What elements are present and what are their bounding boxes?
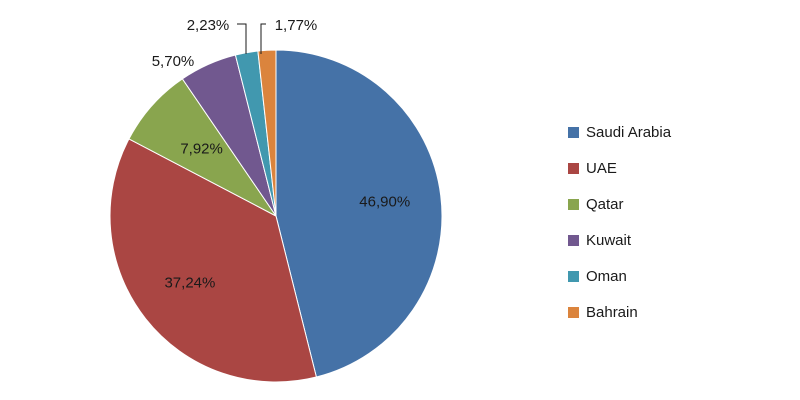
legend-swatch — [568, 234, 579, 246]
data-label-qatar: 7,92% — [180, 141, 223, 158]
leader-line-oman — [237, 23, 247, 54]
pie-slice-bahrain — [257, 49, 277, 217]
legend-label: Kuwait — [586, 231, 632, 249]
legend-item-bahrain: Bahrain — [568, 294, 671, 330]
pie-slice-uae — [109, 138, 317, 383]
legend-swatch — [568, 306, 579, 318]
pie-slice-saudi-arabia — [275, 49, 443, 378]
legend-item-uae: UAE — [568, 150, 671, 186]
leader-lines — [237, 23, 266, 54]
legend-swatch — [568, 198, 579, 210]
pie-slices — [109, 49, 443, 383]
legend-label: Saudi Arabia — [586, 123, 672, 141]
legend-label: Qatar — [586, 195, 624, 213]
legend-item-saudi-arabia: Saudi Arabia — [568, 114, 671, 150]
data-labels: 46,90% 37,24% 7,92% 5,70% 2,23% 1,77% — [152, 17, 410, 292]
legend-swatch — [568, 270, 579, 282]
data-label-saudi-arabia: 46,90% — [359, 194, 410, 211]
data-label-bahrain: 1,77% — [275, 17, 318, 34]
legend-label: Oman — [586, 267, 627, 285]
legend-swatch — [568, 126, 579, 138]
legend-item-oman: Oman — [568, 258, 671, 294]
leader-line-bahrain — [260, 23, 266, 54]
legend-swatch — [568, 162, 579, 174]
legend-label: UAE — [586, 159, 617, 177]
legend-item-kuwait: Kuwait — [568, 222, 671, 258]
data-label-oman: 2,23% — [187, 17, 230, 34]
legend-label: Bahrain — [586, 303, 638, 321]
data-label-uae: 37,24% — [164, 275, 215, 292]
legend-item-qatar: Qatar — [568, 186, 671, 222]
data-label-kuwait: 5,70% — [152, 53, 195, 70]
legend: Saudi Arabia UAE Qatar Kuwait Oman Bahra… — [568, 114, 671, 330]
